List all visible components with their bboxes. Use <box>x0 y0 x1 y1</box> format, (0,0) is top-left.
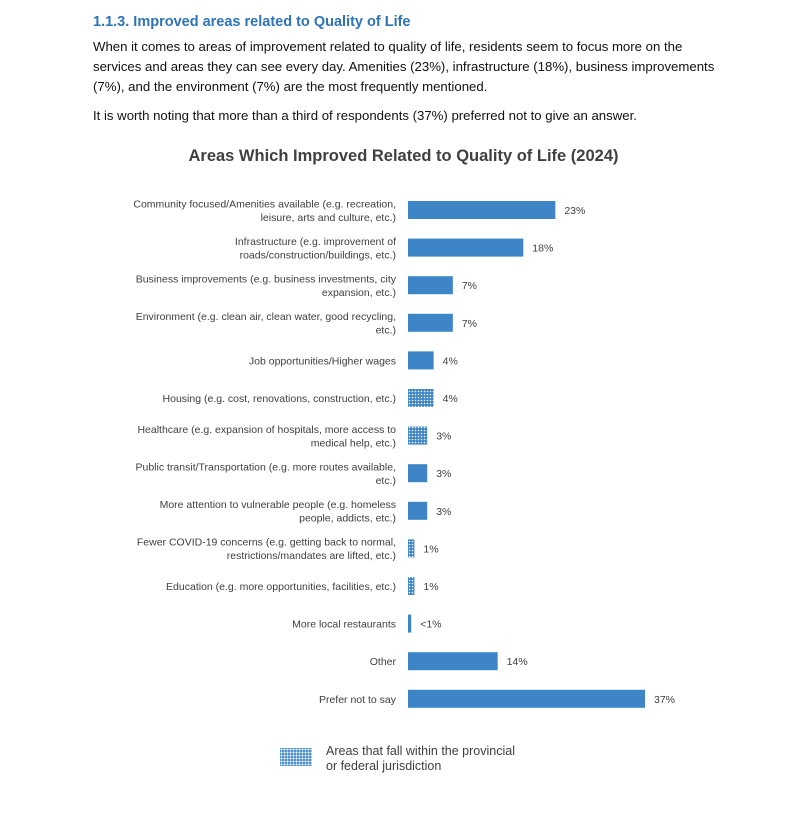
data-label: 14% <box>507 656 528 668</box>
bar <box>408 426 428 445</box>
category-label: people, addicts, etc.) <box>299 513 396 525</box>
category-label: Public transit/Transportation (e.g. more… <box>136 461 397 473</box>
category-label: More attention to vulnerable people (e.g… <box>160 499 396 511</box>
category-label: Business improvements (e.g. business inv… <box>136 273 397 285</box>
bar <box>408 689 645 708</box>
category-label: Prefer not to say <box>319 694 397 706</box>
data-label: 18% <box>532 243 553 255</box>
intro-paragraph: When it comes to areas of improvement re… <box>93 39 715 94</box>
bar <box>408 464 428 483</box>
category-label: Infrastructure (e.g. improvement of <box>235 236 396 248</box>
bar <box>408 238 524 257</box>
bars-group: 23% Community focused/Amenities available… <box>133 198 675 708</box>
bar <box>408 201 556 219</box>
bar <box>408 539 415 558</box>
data-label: 7% <box>462 280 477 292</box>
category-label: More local restaurants <box>292 619 396 631</box>
chart-title: Areas Which Improved Related to Quality … <box>188 147 619 165</box>
bar <box>408 389 434 407</box>
category-label: medical help, etc.) <box>311 437 396 449</box>
legend: Areas that fall within the provincial or… <box>280 744 526 774</box>
legend-label-line: or federal jurisdiction <box>326 759 442 773</box>
bar <box>408 351 434 370</box>
legend-label: Areas that fall within the provincial or… <box>326 744 526 774</box>
category-label: restrictions/mandates are lifted, etc.) <box>227 550 396 562</box>
bar <box>408 313 453 332</box>
category-label: Job opportunities/Higher wages <box>249 355 396 367</box>
category-label: expansion, etc.) <box>322 287 396 299</box>
category-label: Environment (e.g. clean air, clean water… <box>136 311 396 323</box>
bar <box>408 276 453 295</box>
bar-chart: 23% Community focused/Amenities available… <box>133 198 675 708</box>
data-label: 3% <box>436 506 451 518</box>
bar <box>408 614 412 633</box>
category-label: Education (e.g. more opportunities, faci… <box>166 581 396 593</box>
category-label: Other <box>370 656 397 668</box>
category-label: leisure, arts and culture, etc.) <box>261 212 396 224</box>
category-label: Housing (e.g. cost, renovations, constru… <box>163 393 396 405</box>
category-label: Community focused/Amenities available (e… <box>133 198 396 210</box>
data-label: 4% <box>443 393 458 405</box>
data-label: <1% <box>420 619 441 631</box>
category-label: etc.) <box>376 475 396 487</box>
section-heading: 1.1.3. Improved areas related to Quality… <box>93 14 411 30</box>
data-label: 3% <box>436 431 451 443</box>
category-label: Fewer COVID-19 concerns (e.g. getting ba… <box>137 537 396 549</box>
data-label: 1% <box>423 543 438 555</box>
category-label: roads/construction/buildings, etc.) <box>240 249 396 261</box>
bar <box>408 577 415 595</box>
data-label: 4% <box>443 355 458 367</box>
data-label: 37% <box>654 694 675 706</box>
bar <box>408 501 428 520</box>
legend-pattern-swatch <box>280 748 312 766</box>
bar <box>408 652 498 671</box>
data-label: 1% <box>423 581 438 593</box>
category-label: Healthcare (e.g. expansion of hospitals,… <box>137 424 396 436</box>
legend-label-line: Areas that fall within the provincial <box>326 744 515 758</box>
data-label: 7% <box>462 318 477 330</box>
category-label: etc.) <box>376 325 396 337</box>
data-label: 3% <box>436 468 451 480</box>
note-paragraph: It is worth noting that more than a thir… <box>93 108 637 123</box>
data-label: 23% <box>564 205 585 217</box>
